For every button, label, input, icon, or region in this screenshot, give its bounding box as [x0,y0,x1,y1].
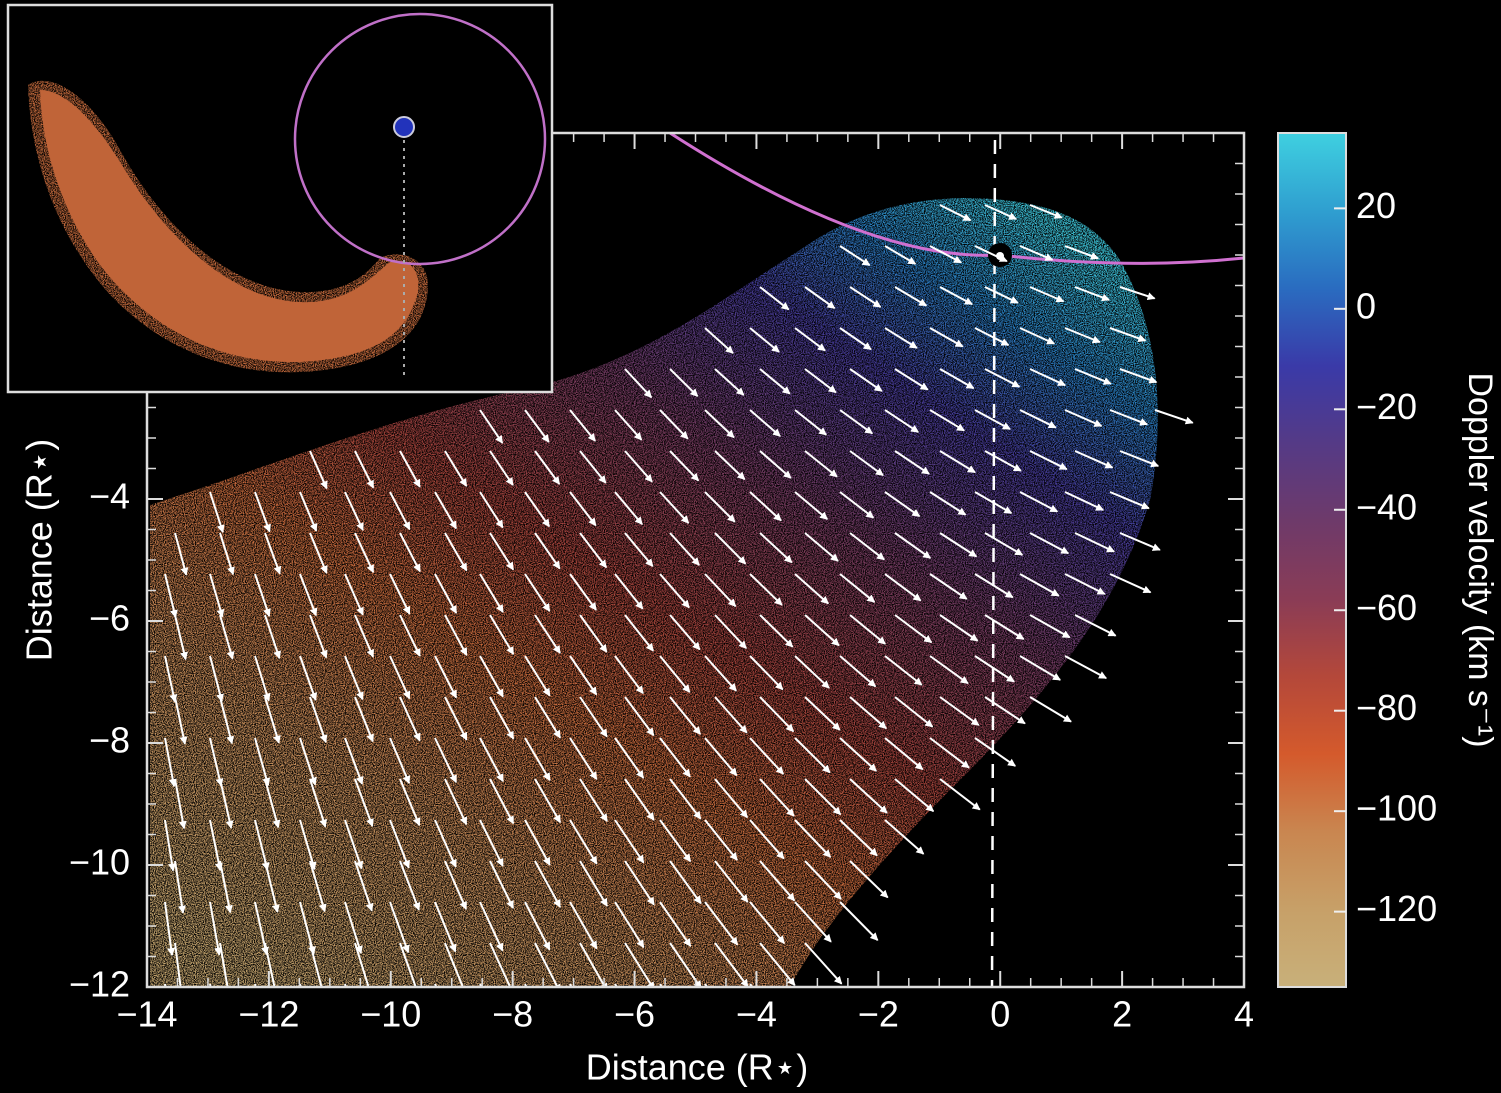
colorbar-tick-label: −40 [1356,486,1417,527]
velocity-arrow [435,984,455,1036]
velocity-arrow [345,984,360,1038]
x-tick-label: −6 [614,994,655,1035]
colorbar-tick-label: −100 [1356,788,1437,829]
velocity-arrow [300,984,313,1038]
colorbar-tick-label: −80 [1356,687,1417,728]
colorbar-tick-label: −120 [1356,888,1437,929]
y-axis-label: Distance (R⋆) [19,439,60,662]
x-tick-label: 4 [1234,994,1254,1035]
colorbar-tick-label: 0 [1356,285,1376,326]
velocity-arrow [940,779,980,810]
velocity-arrow [840,902,878,940]
colorbar-tick-label: −60 [1356,587,1417,628]
colorbar-label: Doppler velocity (km s⁻¹) [1461,372,1499,747]
x-axis-label: Distance (R⋆) [586,1047,809,1088]
y-tick-label: −10 [69,842,130,883]
x-tick-label: 0 [990,994,1010,1035]
y-tick-label: −6 [89,598,130,639]
colorbar-tick-label: 20 [1356,185,1396,226]
velocity-arrow [705,984,738,1029]
velocity-arrow [660,984,691,1031]
x-tick-label: −4 [736,994,777,1035]
page: {"chart_data": { "type": "vector-field",… [0,0,1501,1093]
y-tick-label: −8 [89,720,130,761]
x-tick-label: −2 [858,994,899,1035]
velocity-arrow [1030,697,1071,722]
x-tick-label: −8 [492,994,533,1035]
y-tick-label: −4 [89,476,130,517]
x-tick-label: −10 [360,994,421,1035]
colorbar: 20 0 −20 −40 −60 −80 −100 −120 [1278,133,1437,987]
x-tick-label: 2 [1112,994,1132,1035]
velocity-arrow [1065,656,1106,678]
velocity-arrow [805,943,842,984]
colorbar-scale [1278,133,1346,987]
inset [8,5,552,392]
colorbar-tick-label: −20 [1356,386,1417,427]
y-tick-label: −12 [69,964,130,1005]
velocity-arrow [1155,410,1193,423]
velocity-arrow [210,984,218,1039]
velocity-arrow [1110,574,1150,592]
chart: −14−12−10−8−6−4−2024−12−10−8−6−4 200−20−… [0,0,1501,1093]
velocity-arrow [570,984,596,1033]
x-tick-label: −12 [238,994,299,1035]
inset-star [394,117,414,137]
